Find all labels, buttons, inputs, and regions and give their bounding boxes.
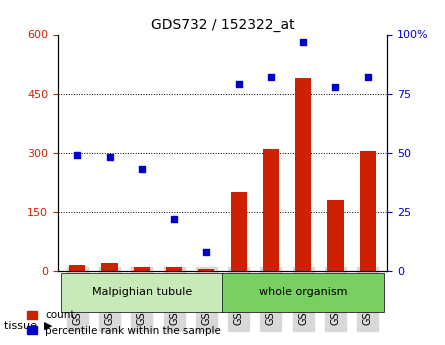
Point: [106, 155, 113, 160]
Bar: [231, 192, 247, 271]
Text: tissue  ▶: tissue ▶: [4, 321, 53, 331]
Text: Malpighian tubule: Malpighian tubule: [92, 287, 192, 297]
Bar: [295, 78, 312, 271]
Point: [267, 74, 275, 80]
Point: [138, 167, 146, 172]
Point: [203, 249, 210, 255]
Point: [74, 152, 81, 158]
Bar: [101, 263, 117, 271]
Point: [235, 81, 242, 87]
Point: [299, 39, 307, 45]
Bar: [69, 265, 85, 271]
Point: [170, 216, 178, 222]
Legend: count, percentile rank within the sample: count, percentile rank within the sample: [23, 306, 225, 340]
Bar: [134, 267, 150, 271]
Text: whole organism: whole organism: [259, 287, 348, 297]
Title: GDS732 / 152322_at: GDS732 / 152322_at: [151, 18, 294, 32]
Bar: [263, 149, 279, 271]
Bar: [198, 269, 214, 271]
Point: [332, 84, 339, 89]
Bar: [61, 273, 222, 312]
Bar: [360, 151, 376, 271]
Point: [364, 74, 371, 80]
Bar: [328, 200, 344, 271]
Bar: [222, 273, 384, 312]
Bar: [166, 267, 182, 271]
